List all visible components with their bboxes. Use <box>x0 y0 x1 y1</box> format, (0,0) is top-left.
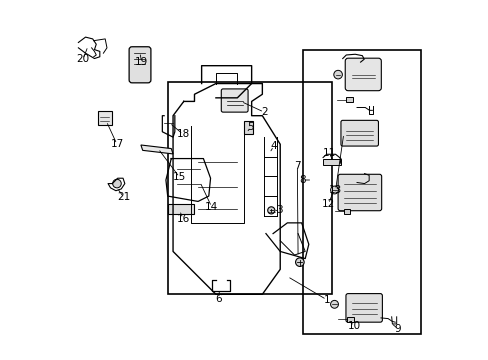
Text: 21: 21 <box>117 192 130 202</box>
Text: 9: 9 <box>394 324 401 334</box>
Polygon shape <box>141 145 173 154</box>
Text: 18: 18 <box>176 129 189 139</box>
Bar <box>343 208 349 213</box>
Text: 4: 4 <box>270 141 277 151</box>
Text: 11: 11 <box>322 148 335 158</box>
Text: 2: 2 <box>260 107 267 117</box>
Text: 1: 1 <box>323 295 329 305</box>
FancyBboxPatch shape <box>345 294 382 322</box>
Circle shape <box>333 70 342 79</box>
Text: 17: 17 <box>110 139 123 149</box>
Text: 15: 15 <box>172 172 186 182</box>
Text: 12: 12 <box>321 199 334 209</box>
Text: 20: 20 <box>76 54 89 64</box>
Text: 19: 19 <box>135 57 148 67</box>
FancyBboxPatch shape <box>340 120 378 146</box>
Text: 8: 8 <box>299 175 305 185</box>
Circle shape <box>330 186 338 194</box>
Circle shape <box>295 258 304 266</box>
FancyBboxPatch shape <box>129 47 151 83</box>
Bar <box>244 121 253 134</box>
Text: 16: 16 <box>176 213 189 224</box>
Text: 6: 6 <box>215 294 222 303</box>
Text: 5: 5 <box>247 122 254 132</box>
Circle shape <box>330 300 338 308</box>
Text: 14: 14 <box>204 202 218 212</box>
Text: 10: 10 <box>347 321 360 331</box>
FancyBboxPatch shape <box>337 174 381 211</box>
Circle shape <box>112 179 121 188</box>
Bar <box>323 159 340 165</box>
Text: 3: 3 <box>276 205 282 215</box>
FancyBboxPatch shape <box>221 89 247 112</box>
Bar <box>98 111 111 125</box>
FancyBboxPatch shape <box>345 58 381 91</box>
Bar <box>167 204 194 214</box>
Bar <box>346 97 352 102</box>
Circle shape <box>267 207 274 214</box>
Bar <box>303 50 421 334</box>
Bar <box>346 317 353 322</box>
Text: 13: 13 <box>328 185 342 195</box>
Text: 7: 7 <box>293 161 300 171</box>
Bar <box>167 82 331 294</box>
